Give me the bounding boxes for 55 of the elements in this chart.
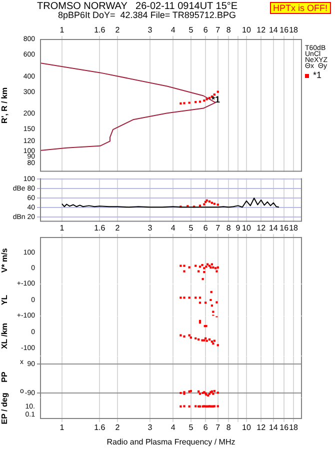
x-tick-label: 3 xyxy=(148,423,153,432)
x-tick-label: 4 xyxy=(170,223,176,232)
x-tick-label: 1 xyxy=(60,423,65,432)
x-tick-label: 5 xyxy=(188,223,194,232)
x-tick-label: 14 xyxy=(268,25,278,34)
x-tick-label: 16 xyxy=(280,223,290,232)
chart-title: TROMSO NORWAY 26-02-11 0914UT 15°E xyxy=(37,1,238,12)
x-tick-label: 1.6 xyxy=(94,423,106,432)
x-tick-label: 12 xyxy=(256,423,266,432)
x-tick-label: 16 xyxy=(280,423,290,432)
x-tick-label: 2 xyxy=(115,223,120,232)
x-tick-label: 1.6 xyxy=(94,223,106,232)
x-tick-label: 10 xyxy=(242,423,252,432)
x-tick-label: 12 xyxy=(256,25,266,34)
annotation: *1 xyxy=(211,94,220,104)
x-tick-label: 2 xyxy=(115,25,120,34)
x-tick-label: 8 xyxy=(226,25,232,34)
x-tick-label: 1 xyxy=(60,223,65,232)
x-tick-label: 18 xyxy=(289,25,299,34)
x-tick-label: 14 xyxy=(268,423,278,432)
y-axis-title: XL /km xyxy=(0,322,10,350)
y-axis-title: YL xyxy=(0,294,10,306)
x-tick-label: 8 xyxy=(226,423,232,432)
y-axis-title: V* m/s xyxy=(0,248,10,273)
x-tick-label: 3 xyxy=(148,25,153,34)
x-tick-label: 7 xyxy=(216,423,221,432)
text: HPTx is OFF! xyxy=(270,2,330,14)
x-tick-label: 5 xyxy=(188,423,194,432)
x-tick-label: 4 xyxy=(170,423,176,432)
x-tick-label: 6 xyxy=(203,423,208,432)
x-tick-label: 1.6 xyxy=(94,25,106,34)
x-tick-label: 1 xyxy=(60,25,65,34)
x-tick-label: 10 xyxy=(242,223,252,232)
y-axis-title: PP xyxy=(0,371,10,382)
x-tick-label: 6 xyxy=(203,223,208,232)
x-tick-label: 12 xyxy=(256,223,266,232)
y-axis-title: EP / deg xyxy=(0,392,10,424)
x-axis-title: Radio and Plasma Frequency / MHz xyxy=(106,437,236,446)
x-tick-label: 7 xyxy=(216,223,221,232)
x-tick-label: 2 xyxy=(115,423,120,432)
y-axis-title: R', R / km xyxy=(0,87,10,124)
legend-label: *1 xyxy=(312,70,322,80)
x-tick-label: 4 xyxy=(170,25,176,34)
x-tick-label: 7 xyxy=(216,25,221,34)
chart-subtitle: 8pBP6It DoY= 42.384 File= TR895712.BPG xyxy=(58,10,236,20)
x-tick-label: 14 xyxy=(268,223,278,232)
x-tick-label: 3 xyxy=(148,223,153,232)
x-tick-label: 9 xyxy=(236,223,241,232)
x-tick-label: 6 xyxy=(203,25,208,34)
x-tick-label: 5 xyxy=(188,25,194,34)
x-tick-label: 18 xyxy=(289,423,299,432)
x-tick-label: 8 xyxy=(226,223,232,232)
x-tick-label: 10 xyxy=(242,25,252,34)
x-tick-label: 18 xyxy=(289,223,299,232)
x-tick-label: 16 xyxy=(280,25,290,34)
